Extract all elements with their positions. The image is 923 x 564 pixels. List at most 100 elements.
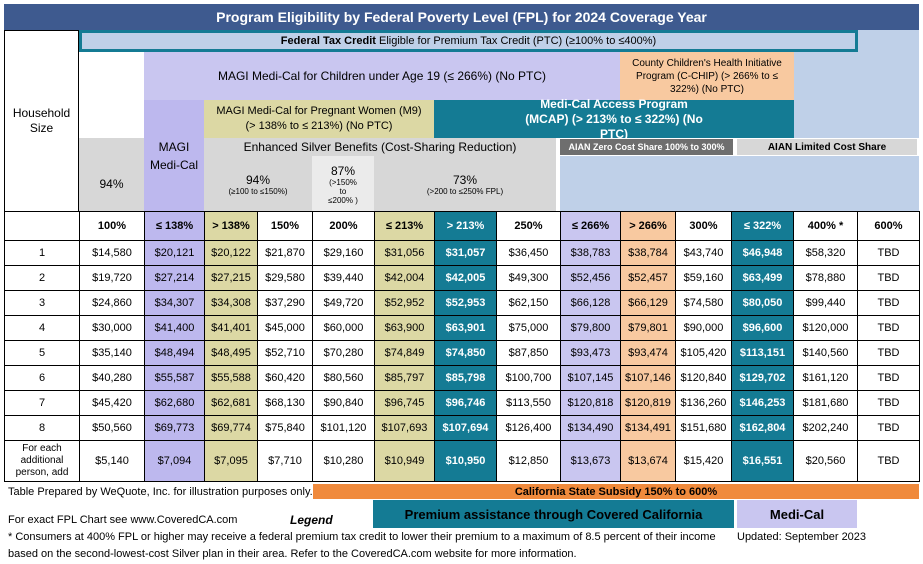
col-header: ≤ 213% xyxy=(374,211,435,241)
table-cell: $140,560 xyxy=(793,340,858,366)
table-cell: $15,420 xyxy=(675,440,732,482)
table-cell: $126,400 xyxy=(496,415,561,441)
table-cell: $21,870 xyxy=(257,240,313,266)
table-cell: $134,491 xyxy=(620,415,676,441)
table-cell: $90,000 xyxy=(675,315,732,341)
table-cell: $74,850 xyxy=(434,340,497,366)
table-cell: $129,702 xyxy=(731,365,794,391)
table-cell: $43,740 xyxy=(675,240,732,266)
table-cell: $19,720 xyxy=(79,265,145,291)
table-cell: $136,260 xyxy=(675,390,732,416)
magi-medi-cal-block: MAGI Medi-Cal xyxy=(144,100,204,212)
table-cell: $36,450 xyxy=(496,240,561,266)
blank-100-area xyxy=(79,52,144,138)
table-cell: $10,280 xyxy=(312,440,375,482)
fpl-table: 100% ≤ 138% > 138% 150% 200% ≤ 213% > 21… xyxy=(4,211,920,482)
table-cell: $69,774 xyxy=(204,415,258,441)
table-cell: $93,474 xyxy=(620,340,676,366)
table-cell: $66,128 xyxy=(560,290,621,316)
table-cell: $35,140 xyxy=(79,340,145,366)
col-header: 300% xyxy=(675,211,732,241)
table-cell: $52,953 xyxy=(434,290,497,316)
table-cell: $78,880 xyxy=(793,265,858,291)
col-header: > 138% xyxy=(204,211,258,241)
table-cell: $29,160 xyxy=(312,240,375,266)
col-header: 600% xyxy=(857,211,920,241)
table-cell: $7,094 xyxy=(144,440,205,482)
table-cell: $60,420 xyxy=(257,365,313,391)
table-cell: $55,588 xyxy=(204,365,258,391)
table-cell: $99,440 xyxy=(793,290,858,316)
table-cell: $62,150 xyxy=(496,290,561,316)
household-size-cell: 3 xyxy=(4,290,80,316)
pregnant-women-bar: MAGI Medi-Cal for Pregnant Women (M9) (>… xyxy=(204,100,434,138)
updated-note: Updated: September 2023 xyxy=(737,531,867,543)
household-size-label: Household Size xyxy=(12,106,71,135)
table-cell: $181,680 xyxy=(793,390,858,416)
table-cell: $24,860 xyxy=(79,290,145,316)
table-cell: TBD xyxy=(857,415,920,441)
table-row: 7 $45,420 $62,680 $62,681 $68,130 $90,840 $96,… xyxy=(4,390,920,416)
table-cell: $52,710 xyxy=(257,340,313,366)
table-cell: $93,473 xyxy=(560,340,621,366)
table-cell: $79,801 xyxy=(620,315,676,341)
table-cell: $134,490 xyxy=(560,415,621,441)
csr-87-range-3: ≤200% ) xyxy=(328,195,358,205)
table-cell: $50,560 xyxy=(79,415,145,441)
table-cell: $59,160 xyxy=(675,265,732,291)
table-cell: $79,800 xyxy=(560,315,621,341)
table-cell: $146,253 xyxy=(731,390,794,416)
table-cell: $16,551 xyxy=(731,440,794,482)
table-cell: $45,000 xyxy=(257,315,313,341)
table-cell: $49,300 xyxy=(496,265,561,291)
table-cell: $30,000 xyxy=(79,315,145,341)
table-cell: $80,560 xyxy=(312,365,375,391)
table-cell: $120,818 xyxy=(560,390,621,416)
csr-94-box: 94% (≥100 to ≤150%) xyxy=(204,156,312,212)
table-cell: $34,308 xyxy=(204,290,258,316)
table-cell: $62,681 xyxy=(204,390,258,416)
table-cell: $42,004 xyxy=(374,265,435,291)
table-cell: $63,499 xyxy=(731,265,794,291)
col-header: 150% xyxy=(257,211,313,241)
table-cell: $113,151 xyxy=(731,340,794,366)
household-size-cell: 8 xyxy=(4,415,80,441)
additional-person-row: For each additional person, add $5,140 $… xyxy=(4,440,920,482)
csr-87-value: 87% xyxy=(330,163,356,178)
legend-medi-cal: Medi-Cal xyxy=(737,500,857,528)
table-cell: $120,840 xyxy=(675,365,732,391)
table-cell: $49,720 xyxy=(312,290,375,316)
aian-zero-bar: AIAN Zero Cost Share 100% to 300% xyxy=(560,139,733,155)
table-cell: $38,783 xyxy=(560,240,621,266)
cchip-right-fill xyxy=(794,52,858,138)
table-cell: $100,700 xyxy=(496,365,561,391)
table-cell: $162,804 xyxy=(731,415,794,441)
col-header: ≤ 322% xyxy=(731,211,794,241)
household-size-cell: 1 xyxy=(4,240,80,266)
col-header: ≤ 138% xyxy=(144,211,205,241)
table-cell: $63,901 xyxy=(434,315,497,341)
table-cell: $105,420 xyxy=(675,340,732,366)
table-cell: TBD xyxy=(857,315,920,341)
cchip-box: County Children's Health Initiative Prog… xyxy=(620,52,794,100)
table-cell: $46,948 xyxy=(731,240,794,266)
col-header: > 266% xyxy=(620,211,676,241)
table-cell: $29,580 xyxy=(257,265,313,291)
table-cell: $113,550 xyxy=(496,390,561,416)
table-cell: $62,680 xyxy=(144,390,205,416)
table-cell: $10,949 xyxy=(374,440,435,482)
csr-87-range-1: (>150% xyxy=(329,177,357,187)
table-cell: $14,580 xyxy=(79,240,145,266)
table-cell: $55,587 xyxy=(144,365,205,391)
csr-left-gray xyxy=(79,138,144,156)
table-row: 2 $19,720 $27,214 $27,215 $29,580 $39,440 $42,… xyxy=(4,265,920,291)
table-cell: $107,693 xyxy=(374,415,435,441)
table-cell: $12,850 xyxy=(496,440,561,482)
table-row: 1 $14,580 $20,121 $20,122 $21,870 $29,160 $31,… xyxy=(4,240,920,266)
mcap-bar: Medi-Cal Access Program (MCAP) (> 213% t… xyxy=(434,97,794,141)
csr-94-value: 94% xyxy=(245,172,271,187)
table-row: 6 $40,280 $55,587 $55,588 $60,420 $80,560 $85,… xyxy=(4,365,920,391)
col-header: 250% xyxy=(496,211,561,241)
table-cell: $161,120 xyxy=(793,365,858,391)
table-cell: $7,710 xyxy=(257,440,313,482)
